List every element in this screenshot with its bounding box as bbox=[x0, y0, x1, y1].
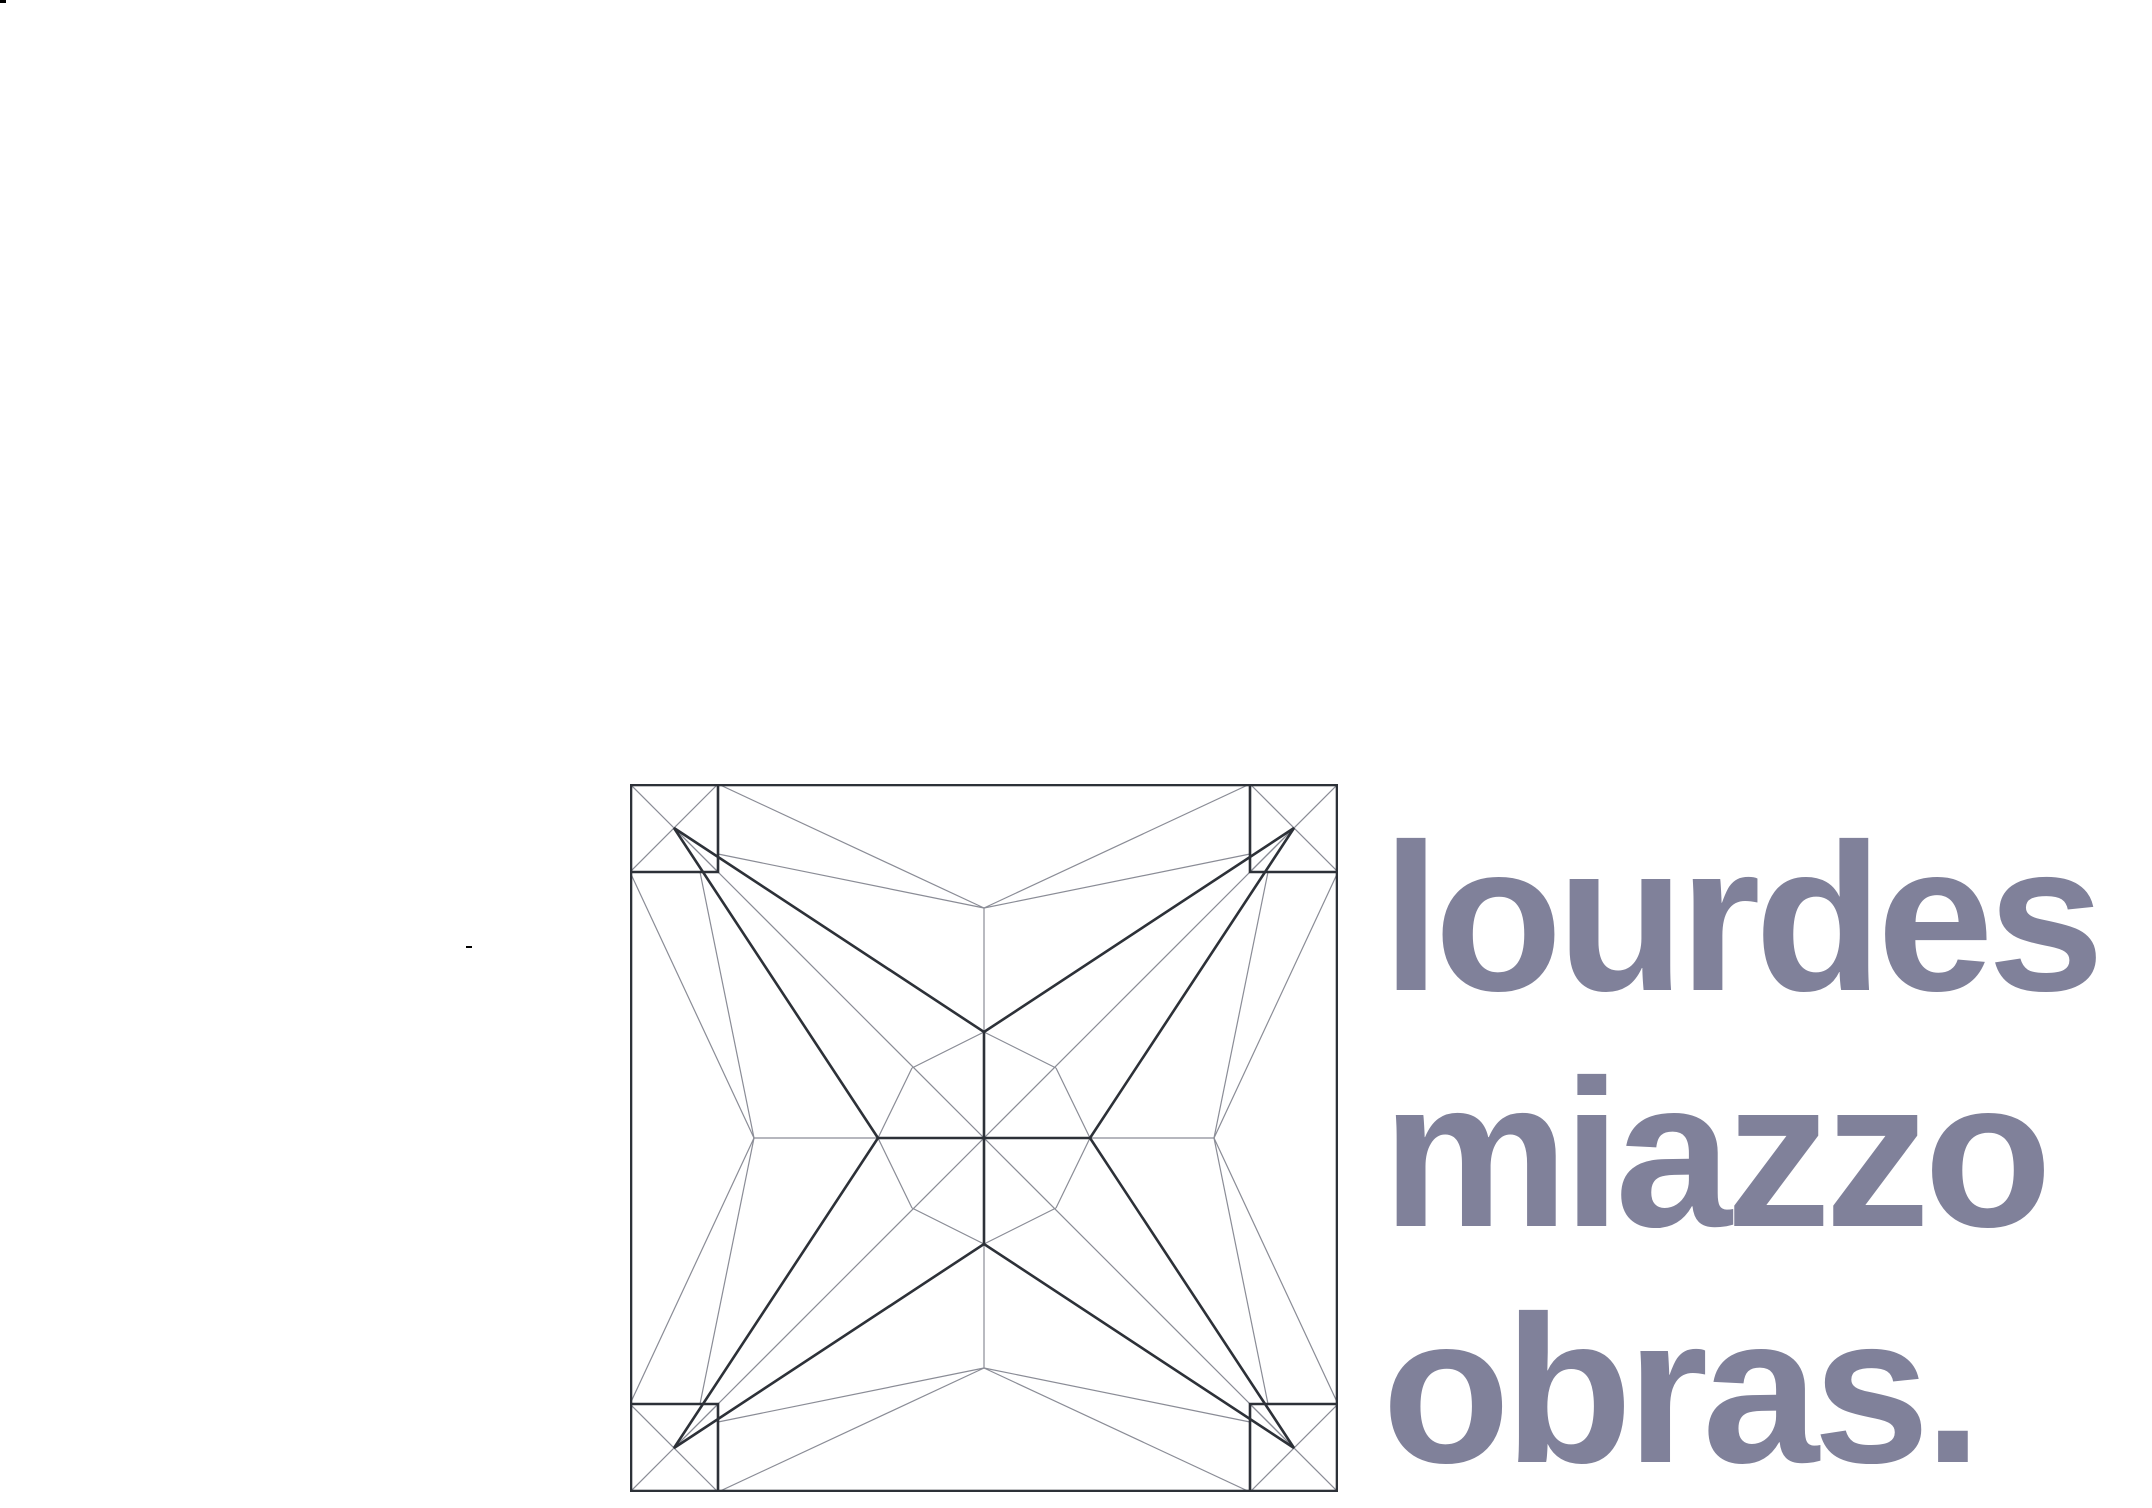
wordmark-line-3: obras. bbox=[1382, 1272, 1982, 1507]
geometric-star-square-icon bbox=[630, 784, 1338, 1492]
brand-wordmark: lourdes miazzo obras. bbox=[1382, 800, 2122, 1508]
dash-mark bbox=[466, 946, 472, 948]
wordmark-line-2: miazzo bbox=[1382, 1036, 2052, 1271]
wordmark-line-1: lourdes bbox=[1382, 800, 2104, 1035]
corner-mark bbox=[0, 0, 6, 3]
